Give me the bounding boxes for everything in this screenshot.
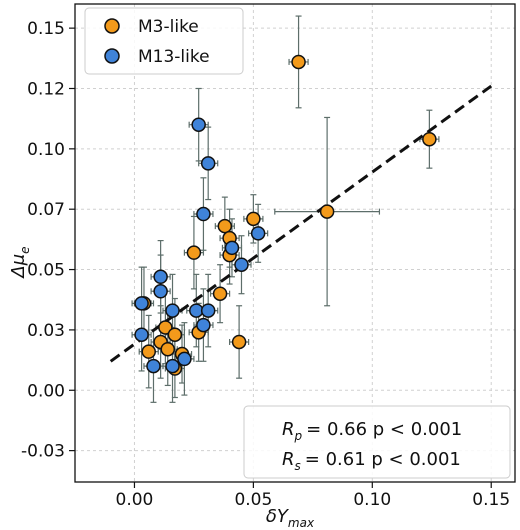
x-tick-label: 0.15 <box>472 490 510 510</box>
x-axis-label: δYmax <box>266 506 315 530</box>
stat-spearman-symbol: R <box>282 449 295 470</box>
stat-pearson: Rp = 0.66 p < 0.001 <box>282 419 462 443</box>
stats-box: Rp = 0.66 p < 0.001 Rs = 0.61 p < 0.001 <box>243 405 511 479</box>
m13-like-point <box>250 226 266 241</box>
m3-like-point <box>217 218 233 234</box>
m3-like-point <box>158 320 173 335</box>
x-axis-label-main: δY <box>266 506 290 527</box>
m3-like-point <box>246 211 261 227</box>
y-tick-label: 0.03 <box>27 321 65 341</box>
y-tick-label: 0.10 <box>27 140 65 160</box>
y-tick-label: -0.03 <box>21 442 65 462</box>
m13-like-point <box>134 296 149 311</box>
stat-pearson-sub: p <box>294 429 303 443</box>
m3-like-point <box>141 344 156 359</box>
m3-like-point <box>422 131 437 147</box>
m13-like-point <box>134 327 149 342</box>
m13-like-point <box>146 358 161 374</box>
m3-like-point <box>160 341 176 357</box>
stat-pearson-symbol: R <box>282 419 295 440</box>
m13-like-point <box>200 303 216 318</box>
y-tick-label: 0.05 <box>27 261 65 281</box>
m13-like-point <box>234 257 249 272</box>
legend: M3-like M13-like <box>84 7 244 75</box>
m3-like-point <box>319 204 335 219</box>
y-axis-label-sub: e <box>18 246 32 253</box>
regression-line <box>109 84 493 363</box>
y-tick-label: 0.00 <box>27 381 65 401</box>
m13-like-point <box>153 284 168 299</box>
m13-like-point <box>189 303 204 318</box>
stat-spearman: Rs = 0.61 p < 0.001 <box>282 449 461 473</box>
stat-pearson-value: = 0.66 p < 0.001 <box>306 419 462 440</box>
plot-frame <box>74 3 516 483</box>
m13-like-point <box>191 117 206 132</box>
y-axis-label: Δμe <box>8 246 32 279</box>
stats-box-frame <box>243 405 511 479</box>
m3-like-point <box>291 54 306 70</box>
legend-marker-m3 <box>104 18 120 34</box>
x-tick-label: 0.10 <box>353 490 391 510</box>
m13-like-point <box>165 358 180 374</box>
m3-like-point <box>186 245 202 260</box>
legend-marker-m13 <box>104 48 120 64</box>
x-tick-label: 0.00 <box>116 490 154 510</box>
m13-like-point <box>177 351 192 367</box>
m13-like-point <box>165 303 180 318</box>
x-axis-label-sub: max <box>288 516 315 530</box>
axis-ticks: 0.00 0.05 0.10 0.15 -0.03 0.00 0.03 0.05 0.07 0.1… <box>21 19 510 510</box>
y-tick-label: 0.07 <box>27 200 65 220</box>
stat-spearman-sub: s <box>295 459 301 473</box>
data-points <box>134 54 437 376</box>
legend-label-m13: M13-like <box>138 47 210 67</box>
m13-like-point <box>224 240 240 256</box>
stat-spearman-value: = 0.61 p < 0.001 <box>305 449 461 470</box>
m13-like-point <box>200 156 216 171</box>
y-tick-label: 0.15 <box>27 19 65 39</box>
m3-like-point <box>167 327 183 342</box>
m13-like-point <box>196 317 211 333</box>
m13-like-point <box>196 206 211 222</box>
y-axis-label-main: Δμ <box>8 254 29 280</box>
legend-box <box>84 7 244 75</box>
m3-like-point <box>212 286 228 301</box>
m3-like-point <box>231 334 247 350</box>
legend-label-m3: M3-like <box>138 17 199 37</box>
x-tick-label: 0.05 <box>234 490 272 510</box>
m13-like-point <box>153 269 168 285</box>
y-tick-label: 0.12 <box>27 79 65 99</box>
